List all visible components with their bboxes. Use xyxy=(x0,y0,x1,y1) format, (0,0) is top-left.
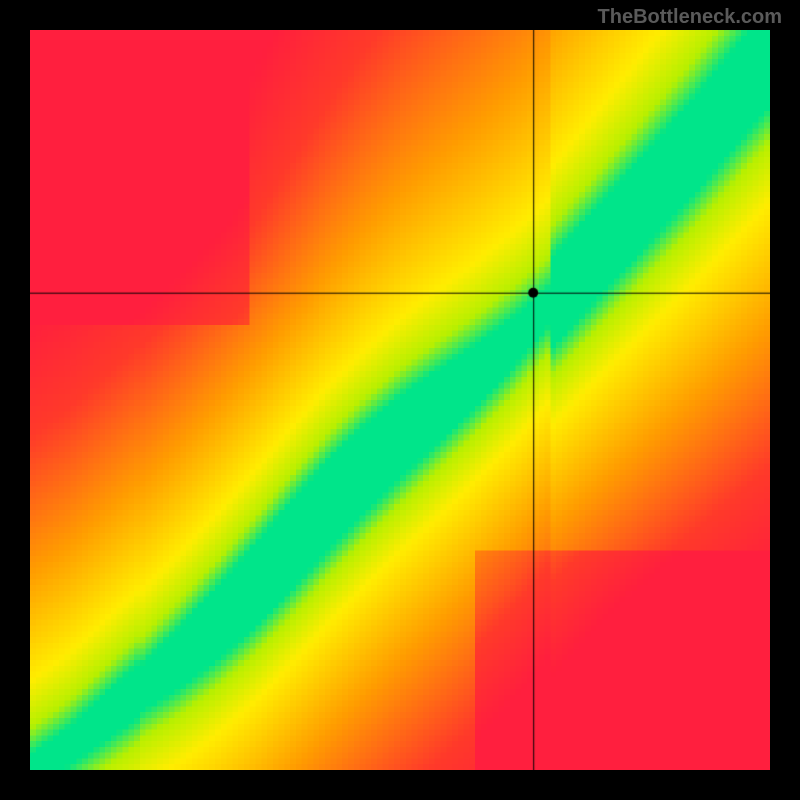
chart-container: TheBottleneck.com xyxy=(0,0,800,800)
watermark-text: TheBottleneck.com xyxy=(598,6,782,29)
crosshair-overlay xyxy=(30,30,770,770)
